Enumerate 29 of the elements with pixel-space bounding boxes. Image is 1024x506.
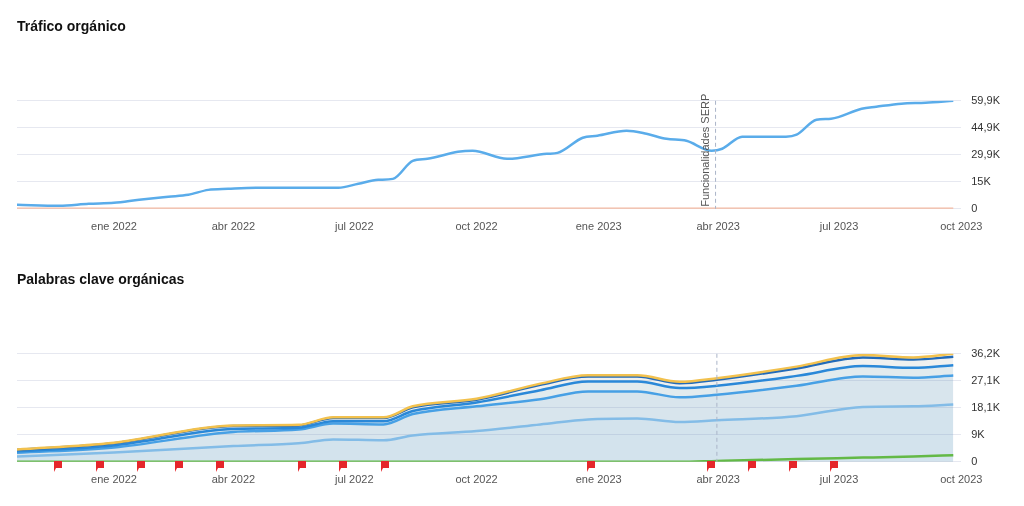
y-tick-label: 36,2K xyxy=(971,346,1001,359)
x-tick-label: oct 2022 xyxy=(455,473,498,486)
x-tick-label: jul 2022 xyxy=(334,473,374,486)
x-tick-label: ene 2022 xyxy=(91,220,137,233)
y-tick-label: 0 xyxy=(971,454,978,467)
ref-line-label: Funcionalidades SERP xyxy=(699,93,712,207)
x-tick-label: jul 2022 xyxy=(334,220,374,233)
chart-title: Tráfico orgánico xyxy=(17,18,126,35)
x-tick-label: ene 2023 xyxy=(575,473,622,486)
x-tick-label: abr 2022 xyxy=(211,473,256,486)
y-tick-label: 0 xyxy=(971,201,978,214)
x-tick-label: jul 2023 xyxy=(818,220,859,233)
y-tick-label: 27,1K xyxy=(971,373,1001,386)
y-tick-label: 15K xyxy=(971,174,992,187)
y-tick-label: 18,1K xyxy=(971,400,1001,413)
chart-title: Palabras clave orgánicas xyxy=(17,271,185,288)
y-tick-label: 29,9K xyxy=(971,147,1001,160)
x-tick-label: oct 2023 xyxy=(940,473,983,486)
x-tick-label: ene 2022 xyxy=(91,473,137,486)
x-tick-label: abr 2023 xyxy=(696,473,740,486)
x-tick-label: abr 2023 xyxy=(696,220,740,233)
x-tick-label: jul 2023 xyxy=(818,473,859,486)
y-tick-label: 59,9K xyxy=(971,93,1001,106)
y-tick-label: 9K xyxy=(971,427,986,440)
y-tick-label: 44,9K xyxy=(971,120,1001,133)
x-tick-label: abr 2022 xyxy=(211,220,256,233)
x-tick-label: oct 2023 xyxy=(940,220,983,233)
x-tick-label: oct 2022 xyxy=(455,220,498,233)
x-tick-label: ene 2023 xyxy=(575,220,622,233)
